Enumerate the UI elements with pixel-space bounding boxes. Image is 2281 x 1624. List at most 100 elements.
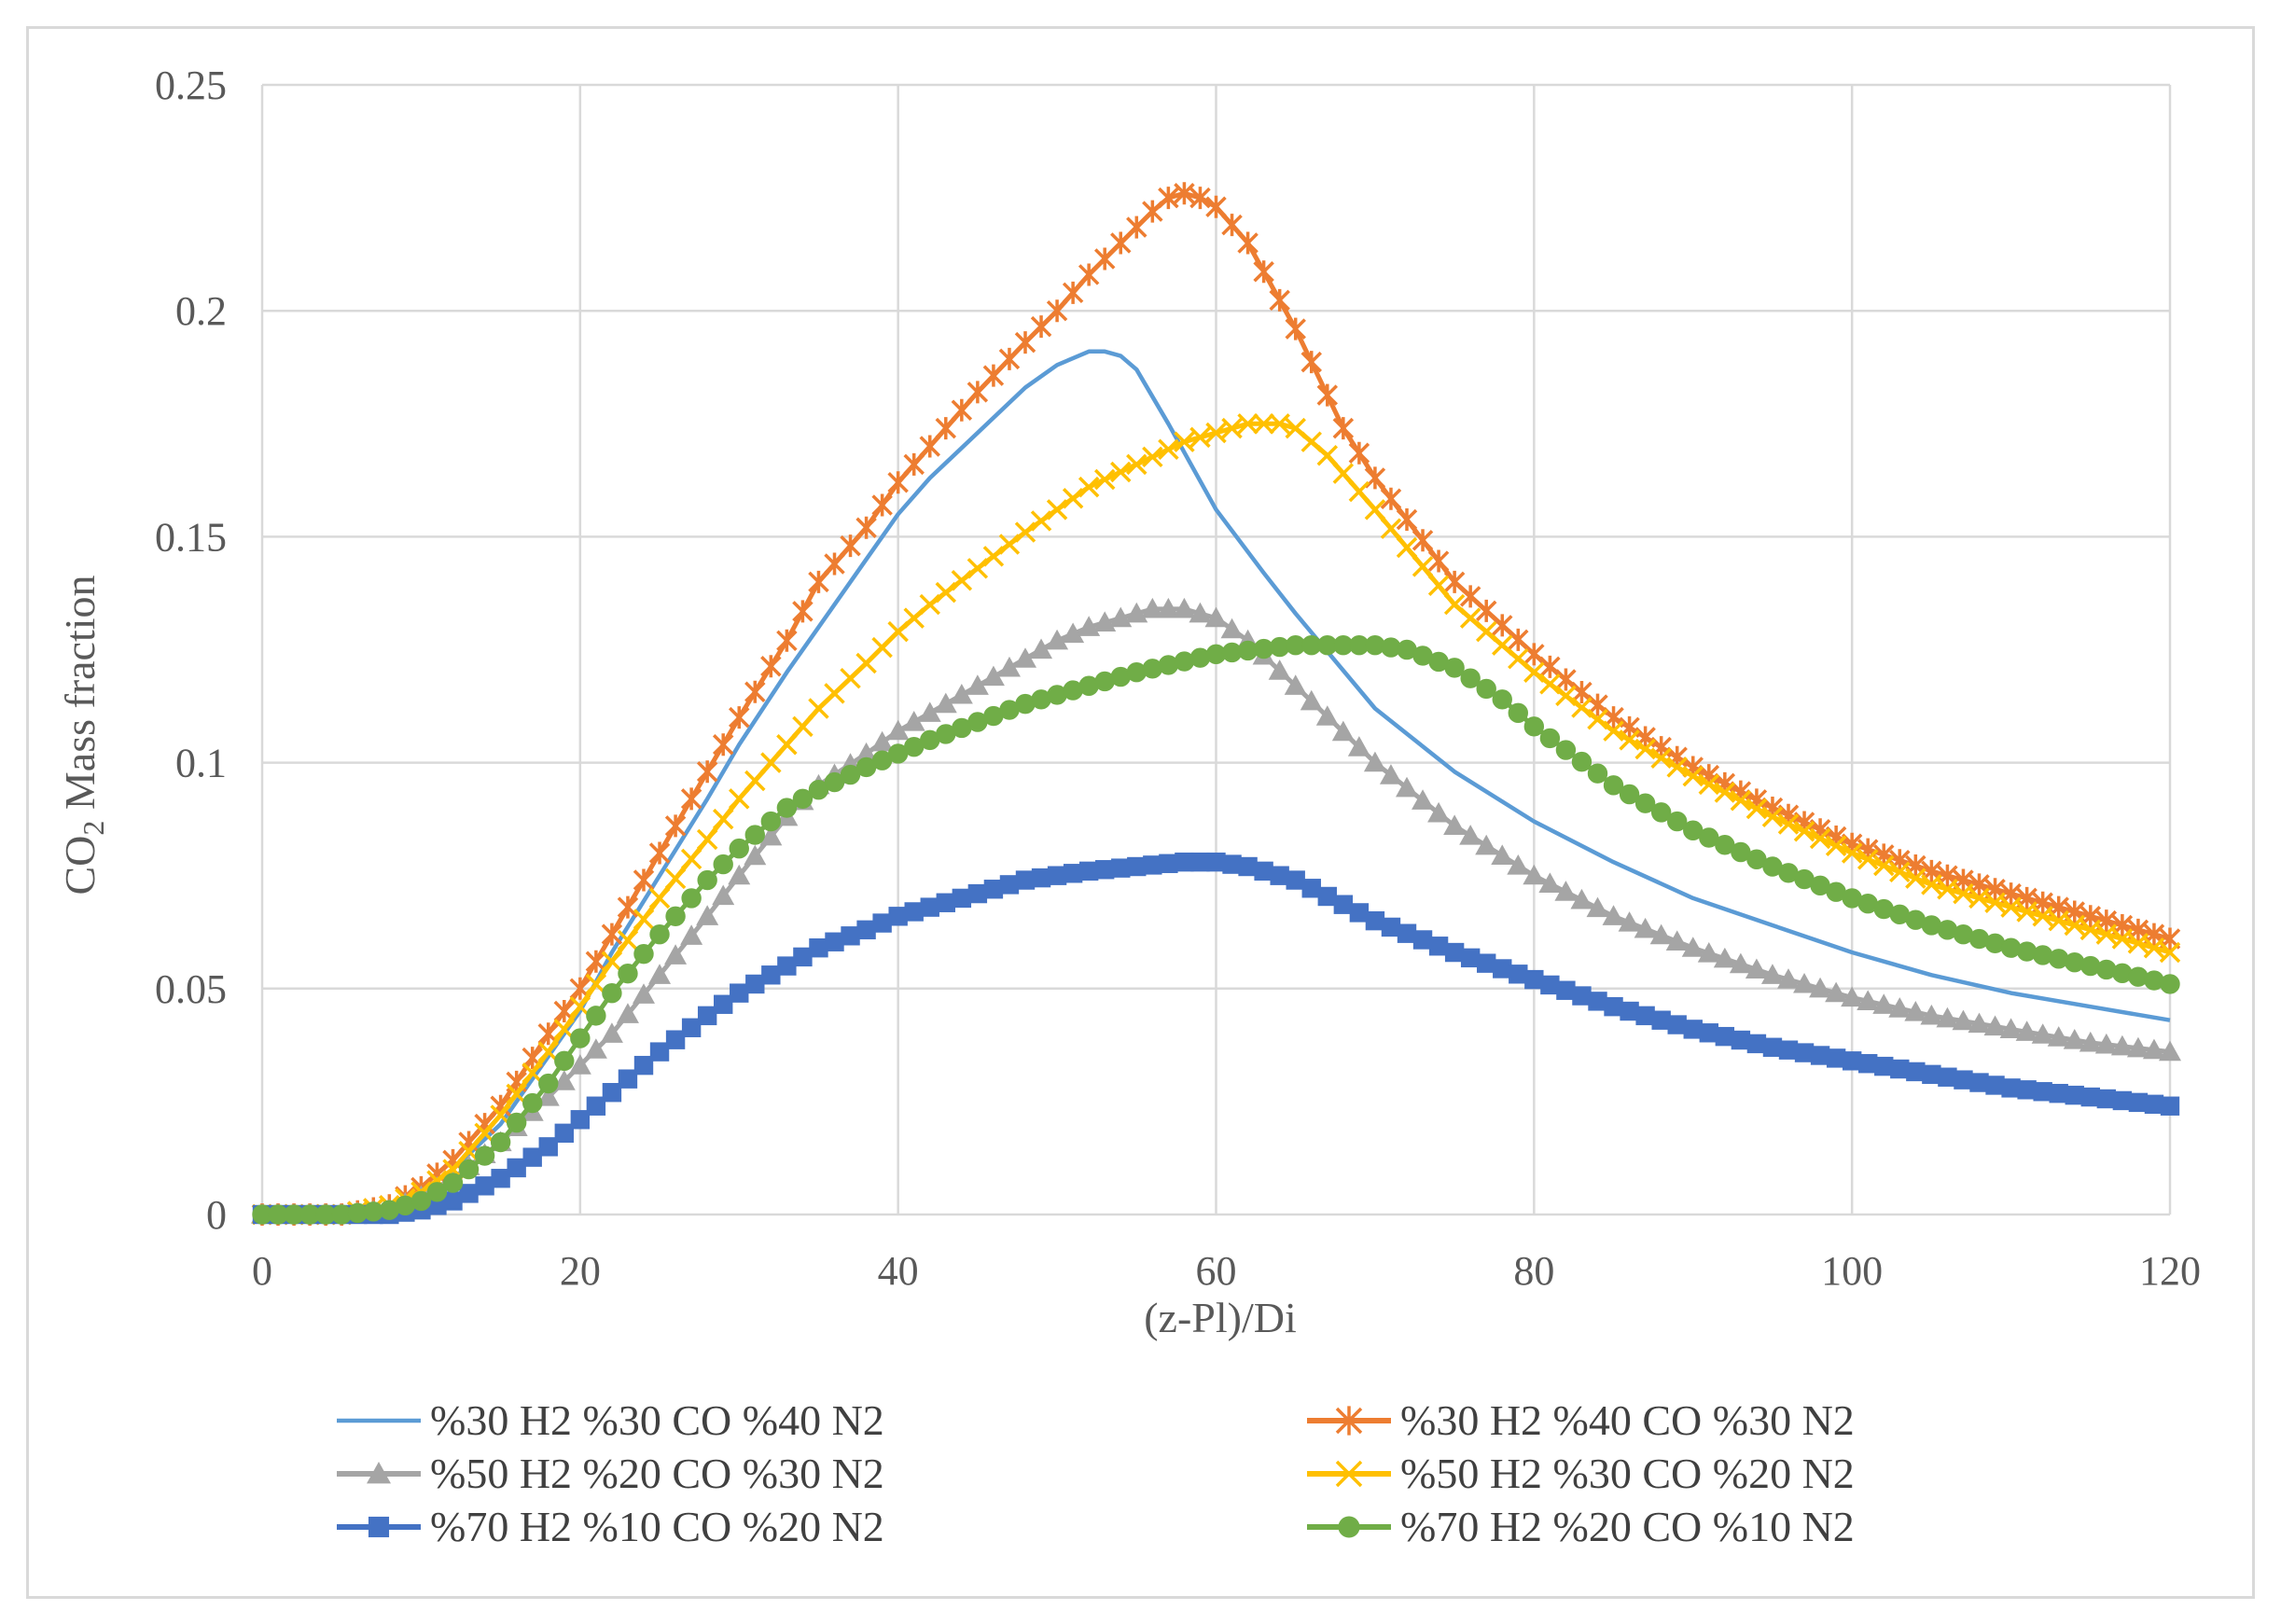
series-marker	[648, 841, 671, 865]
series-marker	[887, 620, 909, 643]
series-marker	[967, 558, 989, 579]
series-marker	[1539, 655, 1561, 678]
series-marker	[1778, 1040, 1799, 1060]
series-marker	[1014, 331, 1036, 354]
series-marker	[1508, 628, 1529, 651]
series-marker	[713, 854, 733, 875]
series-marker	[777, 956, 797, 976]
series-marker	[602, 982, 622, 1004]
series-marker	[1493, 959, 1512, 979]
series-marker	[1220, 618, 1244, 639]
series-marker	[776, 733, 798, 756]
series-marker	[1015, 870, 1036, 890]
series-marker	[1554, 881, 1578, 901]
series-marker	[1014, 647, 1036, 668]
series-marker	[585, 950, 607, 973]
series-marker	[745, 974, 765, 994]
series-marker	[1412, 789, 1435, 810]
series-marker	[760, 752, 782, 773]
x-tick-label: 0	[252, 1248, 272, 1294]
series-marker	[1254, 861, 1273, 881]
series-marker	[633, 943, 654, 965]
series-marker	[2000, 896, 2022, 918]
series-marker	[935, 581, 957, 604]
series-marker	[1063, 864, 1083, 883]
series-marker	[1699, 1023, 1718, 1043]
series-marker	[870, 730, 894, 752]
series-marker	[1508, 647, 1529, 670]
series-marker	[1285, 417, 1306, 439]
series-marker	[601, 923, 623, 946]
series-marker	[569, 995, 591, 1018]
series-marker	[1984, 892, 2006, 914]
series-marker	[1142, 446, 1163, 468]
series-6	[252, 634, 2180, 1225]
series-marker	[1347, 736, 1370, 756]
series-line	[262, 349, 2171, 1217]
x-tick-label: 100	[1821, 1248, 1883, 1294]
series-marker	[1570, 888, 1593, 909]
series-marker	[887, 471, 909, 494]
series-marker	[841, 926, 860, 946]
series-marker	[633, 868, 655, 892]
series-marker	[1509, 965, 1528, 984]
series-marker	[1683, 1020, 1703, 1039]
series-marker	[855, 652, 877, 674]
series-marker	[1427, 801, 1451, 823]
series-marker	[1380, 487, 1402, 510]
series-marker	[617, 895, 639, 919]
legend-item: %30 H2 %30 CO %40 N2	[337, 1396, 884, 1444]
series-marker	[1938, 1067, 1957, 1087]
series-marker	[1650, 747, 1672, 769]
series-marker	[1841, 986, 1864, 1007]
series-marker	[1286, 870, 1305, 890]
series-marker	[1556, 980, 1576, 1000]
series-marker	[1444, 942, 1465, 963]
series-marker	[1268, 659, 1291, 680]
series-marker	[1460, 668, 1481, 688]
series-marker	[618, 963, 638, 984]
series-marker	[1634, 793, 1656, 813]
series-marker	[1175, 852, 1194, 872]
series-marker	[1126, 453, 1147, 476]
series-marker	[1046, 629, 1069, 650]
series-marker	[904, 902, 924, 922]
series-marker	[1954, 1070, 1973, 1090]
series-marker	[522, 1092, 543, 1114]
series-marker	[2160, 974, 2180, 994]
series-marker	[2095, 923, 2118, 945]
series-marker	[1014, 521, 1036, 543]
series-marker	[1237, 231, 1259, 255]
series-marker	[1572, 986, 1592, 1006]
series-marker	[681, 1018, 702, 1037]
series-marker	[871, 636, 893, 659]
series-marker	[1620, 1001, 1639, 1021]
series-marker	[1602, 905, 1625, 925]
series-marker	[491, 1169, 510, 1188]
series-marker	[1030, 315, 1052, 339]
series-marker	[1078, 476, 1100, 498]
x-tick-label: 120	[2139, 1248, 2201, 1294]
series-marker	[712, 733, 734, 756]
series-marker	[1095, 860, 1115, 880]
series-marker	[1142, 200, 1163, 223]
series-marker	[1523, 716, 1545, 737]
series-marker	[918, 701, 941, 722]
series-marker	[1952, 1009, 1975, 1031]
series-marker	[1634, 738, 1656, 760]
x-tick-label: 60	[1196, 1248, 1237, 1294]
series-marker	[664, 868, 687, 890]
series-marker	[793, 947, 813, 967]
series-marker	[1649, 923, 1673, 945]
series-marker	[696, 905, 719, 925]
series-marker	[1364, 499, 1386, 521]
series-marker	[1873, 854, 1895, 877]
legend-swatch-marker	[1335, 1460, 1363, 1488]
series-marker	[1665, 930, 1689, 951]
series-marker	[761, 965, 781, 985]
series-marker	[1062, 281, 1084, 304]
legend-swatch-marker	[1338, 1516, 1360, 1538]
series-marker	[1174, 431, 1195, 452]
series-marker	[1093, 468, 1116, 491]
series-marker	[2032, 906, 2053, 927]
